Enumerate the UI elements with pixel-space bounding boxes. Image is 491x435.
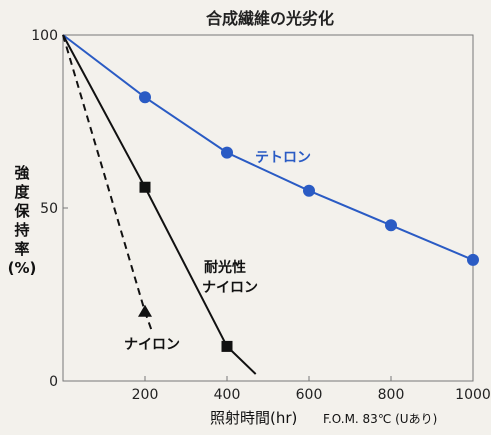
data-point	[303, 184, 315, 197]
chart-title: 合成繊維の光劣化	[206, 9, 334, 28]
data-point	[139, 181, 151, 193]
data-point	[139, 91, 151, 104]
data-point	[221, 340, 233, 352]
y-tick-label: 50	[40, 201, 58, 217]
y-axis-label-char: 保	[13, 202, 30, 220]
y-tick-label: 100	[31, 28, 58, 44]
series-label-nylon: ナイロン	[124, 337, 180, 353]
y-axis-label-unit: (%)	[8, 259, 37, 277]
data-point	[467, 253, 479, 266]
series-line	[62, 34, 257, 375]
y-axis-label-char: 度	[14, 183, 30, 201]
x-axis-note: F.O.M. 83℃ (Uあり)	[323, 412, 437, 426]
x-tick-label: 200	[132, 387, 159, 403]
series-label-lightfast-nylon-line2: ナイロン	[202, 280, 258, 296]
series-label-tetoron: テトロン	[255, 150, 311, 166]
series-line	[62, 34, 153, 330]
y-axis-ticks: 0 50 100	[31, 28, 68, 390]
x-tick-label: 400	[214, 387, 241, 403]
x-tick-label: 800	[378, 387, 405, 403]
x-tick-label: 600	[296, 387, 323, 403]
y-tick-label: 0	[49, 374, 58, 390]
y-axis-label-char: 率	[14, 240, 29, 258]
x-axis-label: 照射時間(hr)	[210, 409, 297, 427]
x-tick-label: 1000	[455, 387, 491, 403]
data-point	[385, 219, 397, 232]
data-point	[138, 304, 152, 317]
plot-frame	[62, 34, 474, 382]
x-axis-ticks: 200 400 600 800 1000	[132, 376, 491, 403]
series-line	[62, 34, 474, 261]
y-axis-label-char: 強	[14, 164, 29, 182]
series-layer	[62, 34, 479, 375]
y-axis-label-char: 持	[14, 221, 29, 239]
series-label-lightfast-nylon-line1: 耐光性	[204, 259, 246, 276]
data-point	[221, 146, 233, 159]
